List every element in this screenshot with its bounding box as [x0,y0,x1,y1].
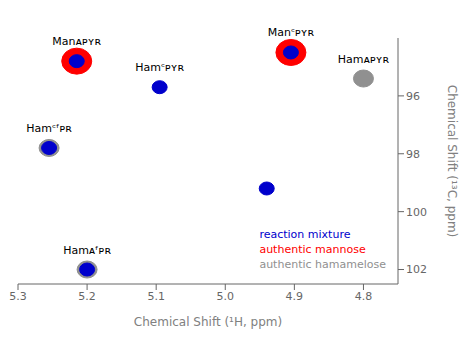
svg-text:4.8: 4.8 [355,290,373,303]
svg-text:100: 100 [406,206,427,219]
svg-text:5.3: 5.3 [9,290,27,303]
svg-text:Chemical Shift (¹³C, ppm): Chemical Shift (¹³C, ppm) [445,85,459,238]
svg-text:98: 98 [406,148,420,161]
svg-text:5.1: 5.1 [147,290,165,303]
svg-text:96: 96 [406,90,420,103]
svg-text:Hamᴀᶠᴘʀ: Hamᴀᶠᴘʀ [63,244,111,257]
svg-text:5.0: 5.0 [217,290,235,303]
svg-text:Hamᶜᶠᴘʀ: Hamᶜᶠᴘʀ [26,122,72,135]
svg-text:4.9: 4.9 [286,290,304,303]
svg-text:Hamᶜᴘʏʀ: Hamᶜᴘʏʀ [135,61,184,74]
svg-text:102: 102 [406,263,427,276]
svg-text:Manᶜᴘʏʀ: Manᶜᴘʏʀ [268,26,315,39]
html-text:reaction mixture: reaction mixture [259,228,351,241]
svg-text:Manᴀᴘʏʀ: Manᴀᴘʏʀ [52,35,101,48]
html-text:authentic mannose: authentic mannose [259,243,366,256]
svg-text:Chemical Shift (¹H, ppm): Chemical Shift (¹H, ppm) [134,315,282,329]
html-text:authentic hamamelose: authentic hamamelose [259,258,386,271]
svg-text:5.2: 5.2 [78,290,96,303]
svg-text:Hamᴀᴘʏʀ: Hamᴀᴘʏʀ [338,53,390,66]
